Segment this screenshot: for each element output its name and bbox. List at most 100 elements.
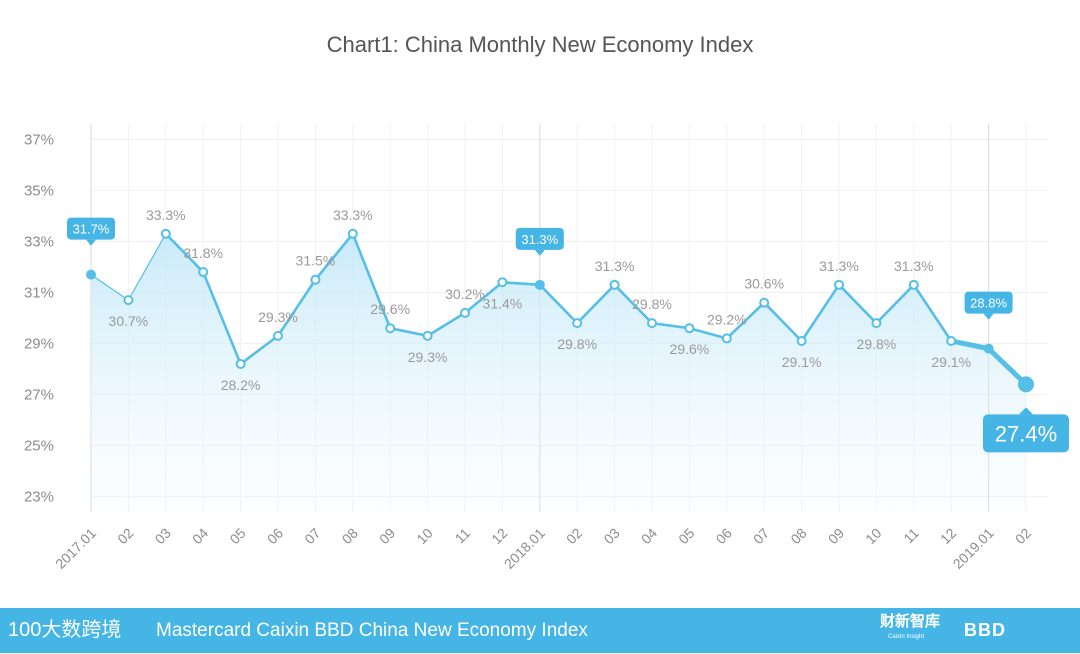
- line-chart: 31.7% 30.7% 33.3% 31.8% 28.2% 29.3% 31.5% 33.3%…: [24, 124, 1069, 572]
- series-line-segment: [837, 283, 878, 325]
- data-point: [647, 318, 657, 329]
- data-label: 31.3%: [819, 258, 859, 274]
- data-label: 31.3%: [595, 258, 635, 274]
- data-point: [721, 333, 732, 344]
- x-tick-label: 10: [862, 525, 884, 547]
- data-label: 29.6%: [370, 301, 410, 317]
- series-line-segment: [239, 334, 280, 366]
- series-line-segment: [762, 301, 803, 343]
- data-label: 30.7%: [109, 313, 149, 329]
- data-point: [871, 318, 882, 329]
- y-tick-label: 23%: [24, 489, 54, 506]
- callout-box: [67, 217, 115, 240]
- data-label: 29.1%: [931, 354, 971, 370]
- data-label: 29.1%: [782, 354, 822, 370]
- data-point-highlighted: [1018, 376, 1034, 393]
- x-tick-label: 12: [488, 525, 510, 547]
- series-line-segment: [201, 270, 242, 366]
- data-point-highlighted: [86, 269, 96, 280]
- series-line-segment: [501, 280, 542, 287]
- x-tick-label: 09: [376, 525, 398, 547]
- x-tick-label: 12: [937, 525, 959, 547]
- series-line-segment: [127, 233, 167, 301]
- x-tick-label: 06: [713, 525, 735, 547]
- data-label: 28.2%: [221, 377, 261, 393]
- series-line-segment: [650, 321, 691, 330]
- callout-label: 28.8%: [970, 296, 1007, 311]
- data-label: 31.4%: [483, 295, 523, 311]
- series-line-segment: [986, 346, 1029, 387]
- x-tick-label: 02: [114, 525, 136, 547]
- callout-label-final: 27.4%: [995, 421, 1057, 446]
- data-point: [497, 277, 508, 288]
- data-point-highlighted: [534, 279, 545, 290]
- callout-box: [515, 227, 564, 250]
- series-line-segment: [948, 338, 992, 352]
- data-point: [759, 297, 770, 308]
- callout-box-final: [983, 414, 1069, 453]
- data-point: [235, 358, 246, 369]
- callout-pointer: [86, 239, 96, 246]
- data-point: [609, 279, 620, 290]
- caixin-insight-logo: 财新智库: [880, 613, 941, 630]
- x-tick-label: 02: [1012, 525, 1034, 547]
- data-label: 29.2%: [707, 311, 747, 327]
- data-point: [572, 318, 583, 329]
- data-label: 29.8%: [632, 296, 672, 312]
- series-line-segment: [538, 283, 579, 325]
- y-tick-label: 37%: [24, 131, 54, 148]
- series-line-segment: [388, 326, 429, 338]
- data-point: [834, 279, 844, 290]
- callout-pointer: [534, 249, 545, 256]
- callout-pointer: [1019, 407, 1033, 415]
- data-point: [946, 335, 957, 346]
- data-point: [273, 330, 283, 341]
- data-point: [422, 330, 433, 341]
- data-label: 30.6%: [744, 276, 784, 292]
- data-point: [347, 228, 358, 239]
- series-line-segment: [575, 283, 616, 325]
- series-line-segment: [613, 283, 654, 325]
- data-point: [198, 267, 209, 278]
- x-tick-label: 04: [189, 525, 211, 547]
- data-label: 31.3%: [894, 258, 934, 274]
- x-tick-label: 11: [900, 525, 922, 547]
- data-label: 29.3%: [258, 309, 298, 325]
- data-label: 33.3%: [333, 207, 373, 223]
- data-point: [796, 335, 807, 346]
- x-tick-label: 09: [825, 525, 847, 547]
- callout-box: [964, 291, 1013, 314]
- data-point: [310, 274, 321, 285]
- data-label: 33.3%: [146, 207, 186, 223]
- x-tick-label: 07: [301, 525, 323, 547]
- data-label: 29.8%: [857, 336, 897, 352]
- x-tick-label: 2017.01: [52, 525, 99, 572]
- area-fill: [91, 233, 1026, 512]
- x-tick-label: 06: [264, 525, 286, 547]
- data-label: 31.8%: [183, 245, 223, 261]
- series-line-segment: [463, 280, 504, 315]
- callout-label: 31.3%: [521, 232, 558, 247]
- series-line-segment: [875, 283, 916, 325]
- data-point: [684, 323, 695, 334]
- y-tick-label: 31%: [24, 284, 54, 301]
- series-line-segment: [426, 311, 467, 338]
- x-tick-label: 2018.01: [501, 525, 548, 572]
- series-line-segment: [912, 283, 953, 343]
- footer-bar: 100大数跨境 Mastercard Caixin BBD China New …: [0, 608, 1080, 653]
- x-tick-label: 05: [675, 525, 697, 547]
- series-line-segment: [725, 301, 766, 340]
- callout-pointer: [983, 313, 994, 320]
- data-point: [460, 307, 470, 318]
- bbd-logo: BBD: [964, 620, 1006, 640]
- footer-title: Mastercard Caixin BBD China New Economy …: [156, 620, 588, 641]
- data-label: 30.2%: [445, 286, 485, 302]
- series-line-segment: [800, 283, 841, 343]
- x-tick-label: 08: [339, 525, 361, 547]
- series-line-segment: [276, 278, 317, 338]
- y-tick-label: 29%: [24, 336, 54, 353]
- x-tick-label: 11: [452, 525, 474, 547]
- x-tick-label: 05: [226, 525, 248, 547]
- series-line-segment: [314, 232, 355, 282]
- x-tick-label: 10: [413, 525, 435, 547]
